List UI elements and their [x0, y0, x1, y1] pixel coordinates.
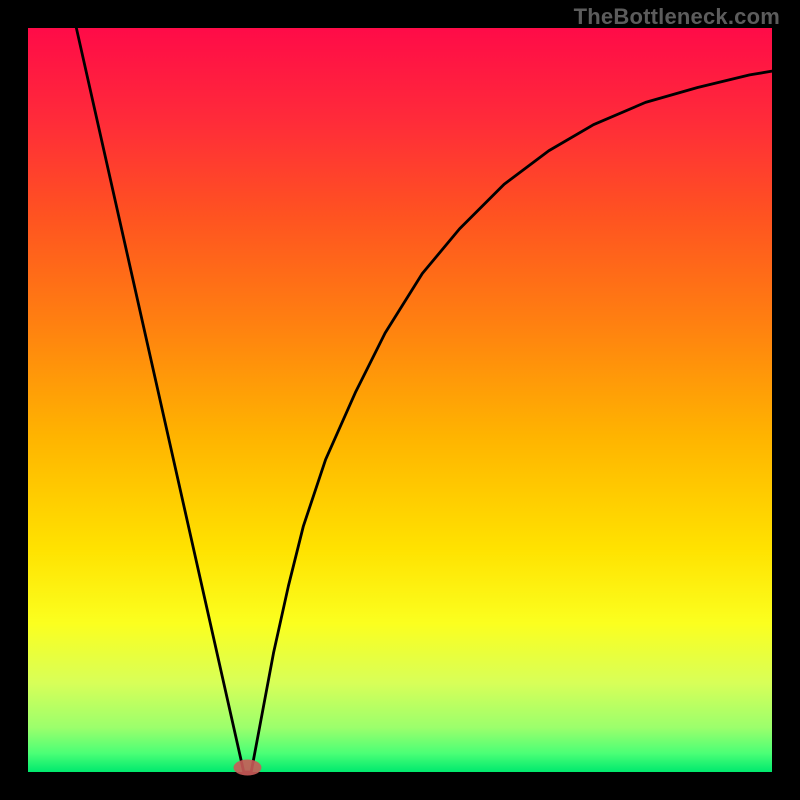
watermark-text: TheBottleneck.com [574, 4, 780, 30]
bottleneck-chart [0, 0, 800, 800]
minimum-marker [233, 760, 261, 776]
plot-background [28, 28, 772, 772]
chart-container: TheBottleneck.com [0, 0, 800, 800]
